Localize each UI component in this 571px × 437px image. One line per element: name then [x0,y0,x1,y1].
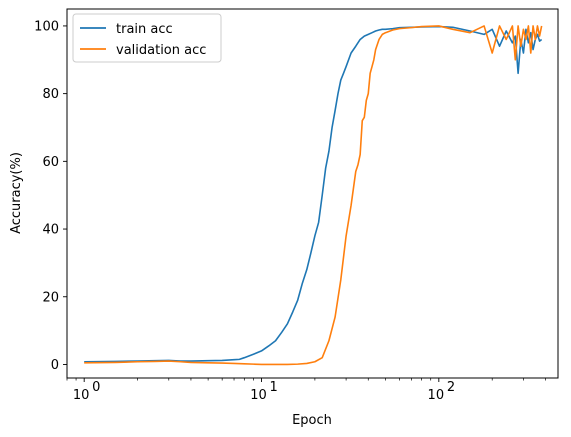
legend-box [72,13,222,63]
legend-label-validation: validation acc [116,43,206,58]
y-axis-label: Accuracy(%) [9,152,24,234]
series-line-validation [84,25,543,366]
x-tick-label: 10 [73,388,90,403]
x-tick-exponent: 2 [447,380,455,395]
y-axis: 0 20 40 60 80 100 [34,19,67,373]
y-tick-label: 0 [51,358,59,373]
x-tick-label: 10 [250,388,267,403]
plot-frame [66,8,559,379]
y-tick-label: 80 [42,87,59,102]
legend-label-train: train acc [116,22,173,37]
x-tick-exponent: 0 [92,380,100,395]
y-tick-label: 20 [42,290,59,305]
series-line-train [84,25,543,363]
y-tick-label: 60 [42,155,59,170]
legend: train acc validation acc [72,13,222,63]
x-tick-label: 10 [428,388,445,403]
y-tick-label: 100 [34,19,59,34]
x-tick-exponent: 1 [270,380,278,395]
y-tick-label: 40 [42,223,59,238]
x-axis-label: Epoch [292,413,332,428]
series-lines [84,25,543,366]
